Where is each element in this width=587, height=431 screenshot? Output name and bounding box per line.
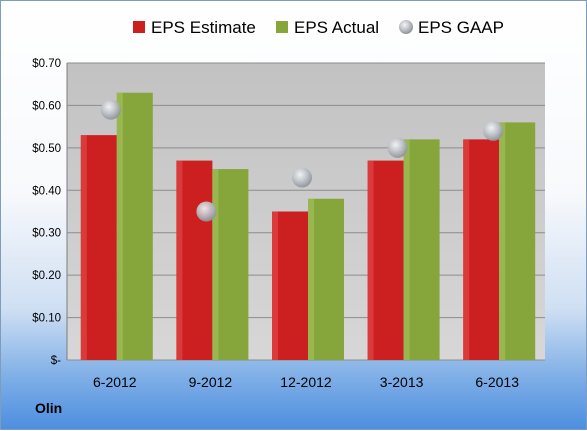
legend-swatch	[399, 20, 413, 34]
bar-eps-estimate-highlight	[176, 160, 183, 360]
bar-eps-estimate-highlight	[463, 139, 470, 360]
bar-eps-actual-highlight	[308, 198, 314, 360]
y-tick-label: $-	[51, 355, 61, 367]
x-tick-label: 3-2013	[380, 374, 424, 390]
legend-swatch	[276, 21, 288, 33]
y-tick-label: $0.70	[32, 58, 61, 70]
bar-eps-actual-highlight	[116, 92, 123, 360]
x-tick-label: 6-2012	[93, 374, 137, 390]
legend: EPS Estimate EPS Actual EPS GAAP	[133, 18, 504, 37]
bar-eps-estimate-highlight	[367, 160, 374, 360]
legend-label: EPS Actual	[294, 18, 379, 37]
y-tick-label: $0.60	[32, 100, 61, 112]
bar-eps-estimate-highlight	[80, 135, 87, 360]
point-eps-gaap	[196, 201, 217, 222]
bar-eps-actual-highlight	[499, 122, 506, 361]
point-eps-gaap	[100, 99, 121, 120]
x-tick-label: 6-2013	[475, 374, 519, 390]
bar-eps-actual-highlight	[403, 139, 410, 360]
y-tick-label: $0.50	[32, 143, 61, 155]
legend-swatch	[133, 21, 145, 33]
x-tick-label: 9-2012	[189, 374, 233, 390]
bar-eps-estimate-highlight	[272, 211, 278, 360]
point-eps-gaap	[387, 137, 408, 158]
x-tick-label: 12-2012	[280, 374, 332, 390]
point-eps-gaap	[483, 120, 504, 141]
y-tick-label: $0.20	[32, 270, 61, 282]
point-eps-gaap	[292, 167, 312, 188]
y-tick-label: $0.30	[32, 228, 61, 240]
bar-eps-actual-highlight	[212, 169, 219, 360]
y-tick-label: $0.10	[32, 313, 61, 325]
company-label: Olin	[35, 400, 63, 416]
legend-label: EPS GAAP	[418, 18, 504, 37]
legend-label: EPS Estimate	[151, 18, 256, 37]
y-tick-label: $0.40	[32, 185, 61, 197]
plot-area: $- $0.10 $0.20 $0.30 $0.40 $0.50 $0.60 $0.70 6-2…	[32, 58, 545, 390]
